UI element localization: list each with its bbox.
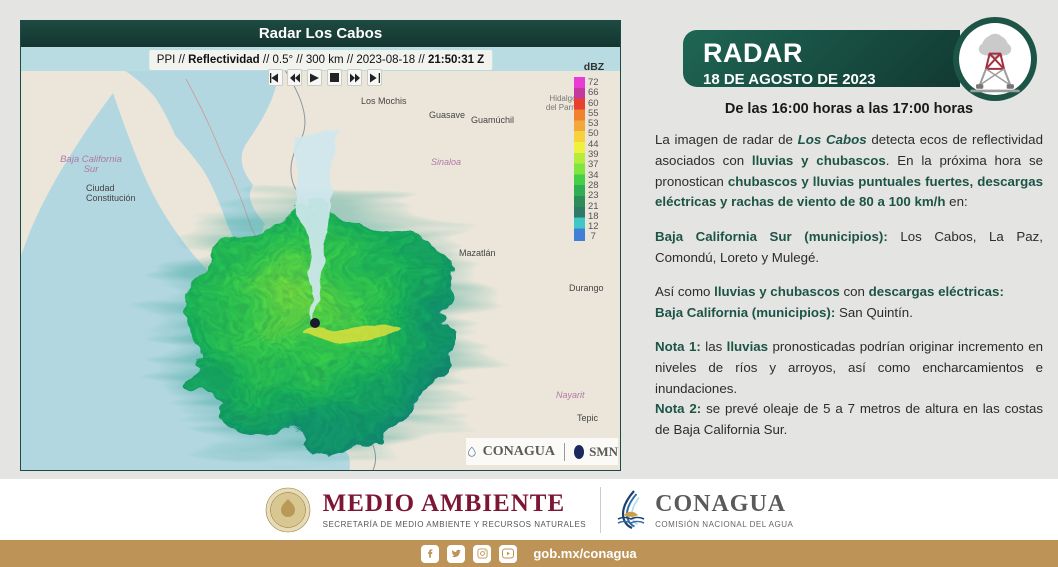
svg-text:Guasave: Guasave [429,110,465,120]
svg-text:Durango: Durango [569,283,604,293]
svg-text:Sur: Sur [84,164,100,175]
svg-text:Ciudad: Ciudad [86,183,115,193]
svg-text:Tepic: Tepic [577,413,599,423]
svg-text:Hidalgo: Hidalgo [549,94,577,103]
svg-text:Guamúchil: Guamúchil [471,115,514,125]
svg-text:Los Mochis: Los Mochis [361,96,407,106]
svg-text:Constitución: Constitución [86,193,136,203]
svg-text:Nayarit: Nayarit [556,390,585,400]
svg-text:Sinaloa: Sinaloa [431,157,461,167]
